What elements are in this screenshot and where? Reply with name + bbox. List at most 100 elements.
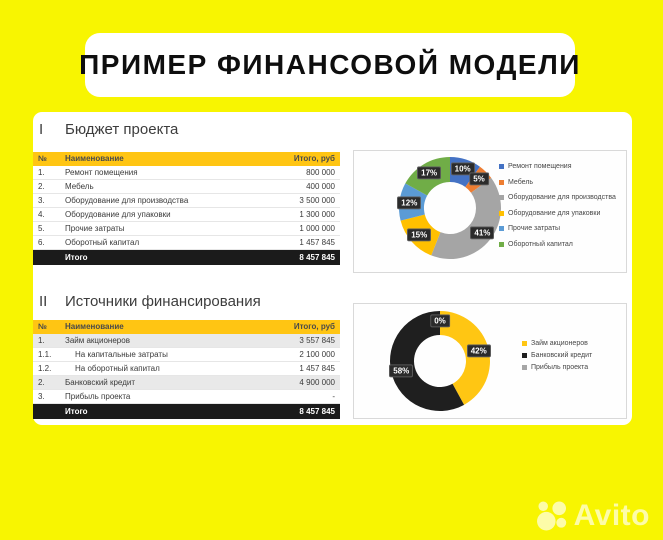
percent-label: 10% bbox=[450, 162, 475, 176]
legend-item: Прибыль проекта bbox=[522, 361, 592, 373]
row-number: 3. bbox=[38, 196, 45, 205]
table-header-row: № Наименование Итого, руб bbox=[33, 320, 340, 334]
section-financing-heading: II Источники финансирования bbox=[39, 293, 261, 310]
legend-item: Займ акционеров bbox=[522, 337, 592, 349]
legend-swatch bbox=[499, 179, 504, 185]
row-name: На капитальные затраты bbox=[75, 350, 168, 359]
chart-legend: Ремонт помещения Мебель Оборудование для п… bbox=[499, 159, 616, 252]
avito-logo-icon bbox=[536, 501, 566, 531]
section-title: Бюджет проекта bbox=[65, 121, 179, 138]
legend-label: Прибыль проекта bbox=[531, 363, 589, 371]
row-number: 4. bbox=[38, 210, 45, 219]
total-value: 8 457 845 bbox=[299, 407, 335, 416]
row-name: Прибыль проекта bbox=[65, 392, 131, 401]
table-row: 1. Займ акционеров 3 557 845 bbox=[33, 334, 340, 348]
row-number: 2. bbox=[38, 378, 45, 387]
legend-label: Оборотный капитал bbox=[508, 240, 573, 248]
legend-swatch bbox=[499, 210, 504, 216]
table-header-row: № Наименование Итого, руб bbox=[33, 152, 340, 166]
financing-table: № Наименование Итого, руб 1. Займ акционеров… bbox=[33, 320, 340, 419]
content-panel: I Бюджет проекта № Наименование Итого, руб… bbox=[33, 112, 632, 425]
percent-label: 15% bbox=[407, 228, 432, 242]
total-label: Итого bbox=[65, 253, 88, 262]
percent-label: 17% bbox=[417, 166, 442, 180]
title-banner: ПРИМЕР ФИНАНСОВОЙ МОДЕЛИ bbox=[79, 33, 579, 97]
page-title: ПРИМЕР ФИНАНСОВОЙ МОДЕЛИ bbox=[79, 49, 581, 80]
budget-donut-chart: 10% 5% 41% 15% 12% 17% Ремонт помещения Мебель О… bbox=[353, 150, 627, 273]
legend-swatch bbox=[499, 195, 504, 201]
row-number: 1. bbox=[38, 336, 45, 345]
row-number bbox=[33, 250, 65, 265]
row-number: 2. bbox=[38, 182, 45, 191]
donut-slice bbox=[390, 311, 465, 411]
row-number: 1. bbox=[38, 168, 45, 177]
legend-swatch bbox=[499, 226, 504, 232]
row-value: 800 000 bbox=[306, 168, 335, 177]
donut-slice bbox=[440, 311, 490, 405]
row-name: Прочие затраты bbox=[65, 224, 125, 233]
table-row: 3. Прибыль проекта - bbox=[33, 390, 340, 404]
table-row: 4. Оборудование для упаковки 1 300 000 bbox=[33, 208, 340, 222]
percent-label: 42% bbox=[466, 344, 491, 358]
section-numeral: II bbox=[39, 293, 48, 310]
table-row: 1.2. На оборотный капитал 1 457 845 bbox=[33, 362, 340, 376]
avito-watermark: Avito bbox=[536, 499, 650, 532]
row-value: 2 100 000 bbox=[299, 350, 335, 359]
table-row: 2. Банковский кредит 4 900 000 bbox=[33, 376, 340, 390]
row-value: - bbox=[332, 392, 335, 401]
legend-swatch bbox=[499, 241, 504, 247]
col-name-header: Наименование bbox=[65, 322, 124, 331]
budget-table: № Наименование Итого, руб 1. Ремонт помещени… bbox=[33, 152, 340, 265]
legend-label: Оборудование для упаковки bbox=[508, 209, 601, 217]
row-number: 1.1. bbox=[38, 350, 52, 359]
row-name: Мебель bbox=[65, 182, 94, 191]
row-name: Займ акционеров bbox=[65, 336, 130, 345]
legend-item: Банковский кредит bbox=[522, 349, 592, 361]
legend-item: Оборудование для упаковки bbox=[499, 206, 616, 222]
row-name: Оборудование для упаковки bbox=[65, 210, 171, 219]
percent-label: 58% bbox=[389, 364, 414, 378]
legend-label: Прочие затраты bbox=[508, 225, 561, 233]
col-num-header: № bbox=[38, 154, 47, 163]
legend-swatch bbox=[522, 364, 527, 370]
table-row: 2. Мебель 400 000 bbox=[33, 180, 340, 194]
row-value: 1 300 000 bbox=[299, 210, 335, 219]
table-total-row: Итого 8 457 845 bbox=[33, 250, 340, 265]
percent-label: 0% bbox=[430, 314, 450, 328]
legend-label: Мебель bbox=[508, 178, 534, 186]
row-value: 3 500 000 bbox=[299, 196, 335, 205]
percent-label: 5% bbox=[469, 172, 489, 186]
row-number: 3. bbox=[38, 392, 45, 401]
legend-label: Банковский кредит bbox=[531, 351, 593, 359]
row-value: 1 457 845 bbox=[299, 238, 335, 247]
row-value: 400 000 bbox=[306, 182, 335, 191]
row-name: Банковский кредит bbox=[65, 378, 135, 387]
section-title: Источники финансирования bbox=[65, 293, 261, 310]
col-total-header: Итого, руб bbox=[293, 154, 335, 163]
col-total-header: Итого, руб bbox=[293, 322, 335, 331]
section-budget-heading: I Бюджет проекта bbox=[39, 121, 178, 138]
donut-slice bbox=[431, 178, 502, 259]
financing-donut-chart: 42% 58% 0% Займ акционеров Банковский кредит… bbox=[353, 303, 627, 419]
avito-wordmark: Avito bbox=[573, 498, 650, 532]
row-value: 4 900 000 bbox=[299, 378, 335, 387]
table-row: 3. Оборудование для производства 3 500 000 bbox=[33, 194, 340, 208]
legend-label: Оборудование для производства bbox=[508, 194, 616, 202]
row-name: Ремонт помещения bbox=[65, 168, 138, 177]
total-value: 8 457 845 bbox=[299, 253, 335, 262]
table-total-row: Итого 8 457 845 bbox=[33, 404, 340, 419]
row-value: 1 457 845 bbox=[299, 364, 335, 373]
section-numeral: I bbox=[39, 121, 44, 138]
legend-item: Ремонт помещения bbox=[499, 159, 616, 175]
row-number: 5. bbox=[38, 224, 45, 233]
total-label: Итого bbox=[65, 407, 88, 416]
chart-legend: Займ акционеров Банковский кредит Прибыль … bbox=[522, 337, 592, 373]
legend-label: Ремонт помещения bbox=[508, 163, 572, 171]
table-row: 1. Ремонт помещения 800 000 bbox=[33, 166, 340, 180]
row-value: 1 000 000 bbox=[299, 224, 335, 233]
percent-label: 41% bbox=[470, 226, 495, 240]
legend-item: Мебель bbox=[499, 175, 616, 191]
legend-item: Прочие затраты bbox=[499, 221, 616, 237]
table-row: 5. Прочие затраты 1 000 000 bbox=[33, 222, 340, 236]
row-value: 3 557 845 bbox=[299, 336, 335, 345]
